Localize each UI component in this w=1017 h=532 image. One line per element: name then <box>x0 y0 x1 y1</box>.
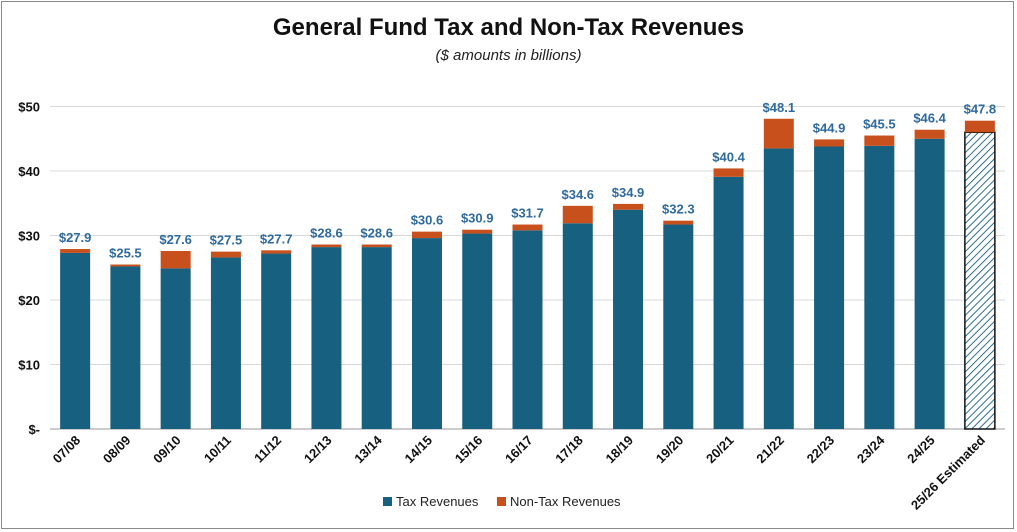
x-tick-label: 17/18 <box>552 433 586 467</box>
bar-non-tax-revenue <box>763 118 794 149</box>
bar-tax-revenue <box>613 209 644 429</box>
legend-swatch <box>497 497 506 506</box>
x-tick-label: 18/19 <box>603 433 637 467</box>
bar-non-tax-revenue <box>60 249 91 253</box>
y-tick-label: $40 <box>18 164 40 179</box>
bar-tax-revenue <box>663 224 694 429</box>
x-tick-label: 09/10 <box>150 433 184 467</box>
x-tick-label: 22/23 <box>804 433 838 467</box>
bar-non-tax-revenue <box>864 135 895 146</box>
bar-tax-revenue <box>713 176 744 429</box>
data-label-total: $27.9 <box>59 230 92 245</box>
bar-non-tax-revenue <box>713 168 744 177</box>
bar-tax-revenue <box>964 131 996 430</box>
bar-tax-revenue <box>864 145 895 429</box>
data-label-total: $34.6 <box>561 187 594 202</box>
bar-non-tax-revenue <box>361 244 392 248</box>
x-tick-label: 08/09 <box>100 433 134 467</box>
data-label-total: $31.7 <box>511 206 544 221</box>
data-label-total: $27.5 <box>210 233 243 248</box>
bar-tax-revenue <box>361 247 392 429</box>
x-tick-label: 07/08 <box>50 433 84 467</box>
bar-non-tax-revenue <box>462 229 493 234</box>
bar-non-tax-revenue <box>311 244 342 248</box>
x-tick-label: 10/11 <box>201 433 234 466</box>
x-tick-label: 23/24 <box>854 432 888 466</box>
chart-title: General Fund Tax and Non-Tax Revenues <box>272 14 745 41</box>
y-tick-label: $20 <box>18 293 40 308</box>
x-tick-label: 11/12 <box>251 433 284 466</box>
x-tick-label: 14/15 <box>401 433 435 467</box>
data-label-total: $30.9 <box>461 211 494 226</box>
data-label-total: $45.5 <box>863 117 896 132</box>
data-label-total: $47.8 <box>964 102 997 117</box>
bar-tax-revenue <box>462 233 493 429</box>
bar-non-tax-revenue <box>562 205 593 224</box>
bar-tax-revenue <box>562 223 593 429</box>
bar-tax-revenue <box>60 252 91 429</box>
bar-tax-revenue <box>210 257 241 429</box>
bar-non-tax-revenue <box>613 203 644 210</box>
legend-label: Tax Revenues <box>396 494 479 509</box>
bar-non-tax-revenue <box>411 231 442 239</box>
y-tick-label: $- <box>28 422 40 437</box>
chart-subtitle: ($ amounts in billions) <box>435 47 582 64</box>
x-tick-label: 20/21 <box>703 433 737 467</box>
bar-non-tax-revenue <box>210 251 241 258</box>
data-label-total: $44.9 <box>813 120 846 135</box>
y-tick-label: $30 <box>18 229 40 244</box>
bar-tax-revenue <box>261 253 292 429</box>
y-tick-label: $50 <box>18 100 40 115</box>
data-label-total: $34.9 <box>612 185 645 200</box>
data-label-total: $25.5 <box>109 246 142 261</box>
data-label-total: $32.3 <box>662 202 695 217</box>
data-label-total: $28.6 <box>310 226 343 241</box>
bar-tax-revenue <box>411 238 442 429</box>
legend-swatch <box>383 497 392 506</box>
bar-tax-revenue <box>814 146 845 430</box>
x-tick-label: 16/17 <box>502 433 536 467</box>
data-label-total: $40.4 <box>712 149 745 164</box>
bar-non-tax-revenue <box>512 224 543 231</box>
bar-tax-revenue <box>311 247 342 429</box>
x-tick-label: 19/20 <box>653 433 687 467</box>
bar-tax-revenue <box>914 138 945 429</box>
bar-non-tax-revenue <box>914 129 945 139</box>
bar-tax-revenue <box>512 230 543 429</box>
bar-non-tax-revenue <box>110 264 141 267</box>
data-label-total: $46.4 <box>913 111 946 126</box>
bar-non-tax-revenue <box>261 250 292 254</box>
y-tick-label: $10 <box>18 358 40 373</box>
bar-non-tax-revenue <box>964 120 995 133</box>
bar-non-tax-revenue <box>160 250 191 269</box>
x-tick-label: 21/22 <box>753 433 787 467</box>
data-label-total: $27.7 <box>260 231 293 246</box>
x-tick-label: 24/25 <box>904 433 938 467</box>
data-label-total: $27.6 <box>159 232 192 247</box>
bar-tax-revenue <box>763 148 794 430</box>
legend-label: Non-Tax Revenues <box>510 494 621 509</box>
bar-tax-revenue <box>160 268 191 429</box>
x-tick-label: 12/13 <box>301 433 335 467</box>
data-label-total: $30.6 <box>411 213 444 228</box>
data-label-total: $48.1 <box>763 100 796 115</box>
bar-non-tax-revenue <box>814 139 845 147</box>
x-tick-label: 13/14 <box>351 432 385 466</box>
x-tick-label: 15/16 <box>452 433 486 467</box>
bar-non-tax-revenue <box>663 220 694 225</box>
data-label-total: $28.6 <box>360 226 393 241</box>
bar-tax-revenue <box>110 266 141 429</box>
